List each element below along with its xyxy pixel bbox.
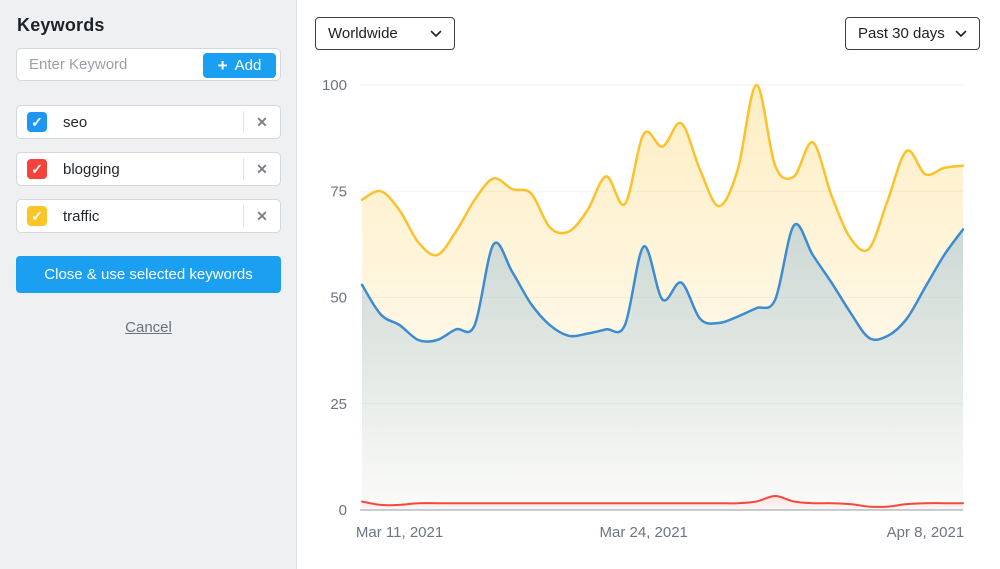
close-icon: ✕ <box>256 207 268 224</box>
close-icon: ✕ <box>256 160 268 177</box>
keyword-input-row: + Add <box>16 48 281 81</box>
series-traffic-line <box>360 83 965 257</box>
keyword-row-blogging: ✓ blogging ✕ <box>16 152 281 186</box>
keywords-sidebar: Keywords + Add ✓ seo ✕ ✓ blogging ✕ <box>0 0 297 569</box>
trends-panel: Worldwide Past 30 days 0 25 50 75 100 Mar 11,… <box>297 0 1000 569</box>
time-range-dropdown-value: Past 30 days <box>858 25 945 42</box>
add-keyword-button[interactable]: + Add <box>203 53 276 78</box>
keyword-label: blogging <box>63 160 120 178</box>
check-icon: ✓ <box>31 161 43 177</box>
chevron-down-icon <box>955 30 967 37</box>
series-seo-line <box>360 222 965 343</box>
sidebar-title: Keywords <box>17 15 105 35</box>
time-range-dropdown[interactable]: Past 30 days <box>845 17 980 50</box>
check-icon: ✓ <box>31 114 43 130</box>
keyword-input[interactable] <box>17 49 199 80</box>
close-icon: ✕ <box>256 113 268 130</box>
keyword-label: seo <box>63 113 88 131</box>
series-seo-area <box>362 224 963 510</box>
trends-chart: 0 25 50 75 100 Mar 11, 2021 Mar 24, 2021 Apr 8,… <box>322 77 965 541</box>
keyword-row-seo: ✓ seo ✕ <box>16 105 281 139</box>
close-and-use-keywords-button[interactable]: Close & use selected keywords <box>16 256 281 293</box>
y-axis-tick-label: 50 <box>330 290 347 307</box>
x-axis-tick-label: Apr 8, 2021 <box>887 524 965 541</box>
remove-keyword-button[interactable]: ✕ <box>243 111 280 133</box>
series-blogging-line <box>361 495 964 508</box>
x-axis-tick-label: Mar 11, 2021 <box>356 524 443 541</box>
region-dropdown[interactable]: Worldwide <box>315 17 455 50</box>
check-icon: ✓ <box>31 208 43 224</box>
remove-keyword-button[interactable]: ✕ <box>243 158 280 180</box>
checkbox-traffic[interactable]: ✓ <box>27 206 47 226</box>
y-axis-tick-label: 25 <box>330 396 347 413</box>
plus-icon: + <box>217 56 228 75</box>
y-axis-tick-label: 0 <box>339 502 347 519</box>
add-button-label: Add <box>234 57 262 74</box>
remove-keyword-button[interactable]: ✕ <box>243 205 280 227</box>
cancel-link[interactable]: Cancel <box>125 319 172 336</box>
series-blogging-area <box>362 496 963 510</box>
chevron-down-icon <box>430 30 442 37</box>
region-dropdown-value: Worldwide <box>328 25 398 42</box>
checkbox-blogging[interactable]: ✓ <box>27 159 47 179</box>
y-axis-tick-label: 75 <box>330 183 347 200</box>
x-axis-tick-label: Mar 24, 2021 <box>600 524 688 541</box>
keyword-row-traffic: ✓ traffic ✕ <box>16 199 281 233</box>
checkbox-seo[interactable]: ✓ <box>27 112 47 132</box>
y-axis-tick-label: 100 <box>322 77 347 94</box>
keyword-label: traffic <box>63 207 100 225</box>
